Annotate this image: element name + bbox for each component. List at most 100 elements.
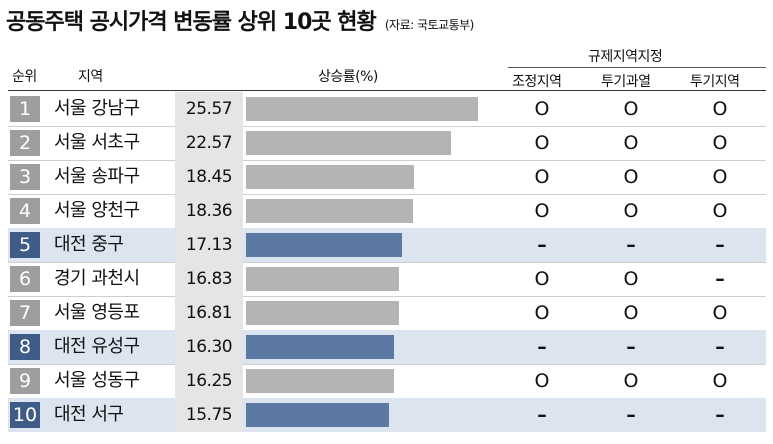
zone-mark: – [537,336,547,358]
table-row: 2 서울 서초구 22.57 O O O [8,126,766,161]
value-cell: 22.57 [175,126,243,160]
rank-badge: 6 [10,266,40,292]
bar [246,301,399,325]
zone-mark: – [626,404,636,426]
rank-badge: 2 [10,130,40,156]
bar-value-label: 18.36 [185,201,233,221]
zone-mark: O [623,302,639,324]
zone-mark: – [626,234,636,256]
value-cell: 16.81 [175,296,243,330]
table-row: 7 서울 영등포 16.81 O O O [8,296,766,331]
value-cell: 17.13 [175,228,243,262]
zone-mark: O [534,200,550,222]
rank-badge: 4 [10,198,40,224]
region-label: 경기 과천시 [54,268,140,289]
zone-mark: O [712,370,728,392]
zone-mark: O [623,166,639,188]
chart-title: 공동주택 공시가격 변동률 상위 10곳 현황 [6,10,377,35]
zone-mark: – [537,234,547,256]
table-row: 6 경기 과천시 16.83 O O – [8,262,766,297]
zone-mark: O [534,370,550,392]
bar [246,199,413,223]
bar-value-label: 16.30 [185,337,233,357]
value-cell: 25.57 [175,92,243,126]
table-row: 3 서울 송파구 18.45 O O O [8,160,766,195]
header-group: 규제지역지정 [588,49,663,65]
zone-mark: O [534,132,550,154]
header-region: 지역 [78,69,103,85]
zone-mark: O [534,166,550,188]
zone-mark: – [715,234,725,256]
rank-badge: 8 [10,334,40,360]
bar-value-label: 22.57 [185,133,233,153]
value-cell: 15.75 [175,398,243,432]
zone-mark: – [626,336,636,358]
bar [246,369,394,393]
rank-badge: 3 [10,164,40,190]
table-row: 4 서울 양천구 18.36 O O O [8,194,766,229]
zone-mark: O [712,98,728,120]
zone-mark: O [534,268,550,290]
bar-value-label: 16.25 [185,371,233,391]
rank-badge: 10 [10,402,40,428]
bar [246,233,402,257]
region-label: 대전 서구 [54,404,124,425]
bar [246,403,390,427]
zone-mark: O [712,200,728,222]
zone-mark: O [534,98,550,120]
bar-value-label: 17.13 [185,235,233,255]
bar-value-label: 16.81 [185,303,233,323]
value-cell: 16.25 [175,364,243,398]
table-row: 10 대전 서구 15.75 – – – [8,398,766,432]
bar-value-label: 25.57 [185,99,233,119]
region-label: 서울 영등포 [54,302,140,323]
zone-mark: O [712,302,728,324]
zone-mark: O [623,132,639,154]
region-label: 서울 양천구 [54,200,140,221]
zone-mark: O [712,166,728,188]
bar-value-label: 18.45 [185,167,233,187]
rank-badge: 9 [10,368,40,394]
zone-mark: O [712,132,728,154]
zone-mark: O [623,200,639,222]
rank-badge: 7 [10,300,40,326]
bar [246,267,399,291]
header-zone-speculation: 투기지역 [690,74,740,90]
value-cell: 16.30 [175,330,243,364]
zone-mark: – [715,268,725,290]
bar [246,335,395,359]
zone-mark: – [537,404,547,426]
rank-badge: 1 [10,96,40,122]
bar [246,165,414,189]
bar [246,131,452,155]
region-label: 대전 유성구 [54,336,140,357]
header-rank: 순위 [12,69,37,85]
table-row: 1 서울 강남구 25.57 O O O [8,92,766,127]
value-cell: 18.36 [175,194,243,228]
zone-mark: – [715,336,725,358]
region-label: 대전 중구 [54,234,124,255]
header-zone-overheated: 투기과열 [601,74,651,90]
region-label: 서울 서초구 [54,132,140,153]
zone-mark: O [623,98,639,120]
bar-value-label: 16.83 [185,269,233,289]
bar [246,97,479,121]
zone-mark: O [534,302,550,324]
header-rule [8,90,766,91]
source-note: (자료: 국토교통부) [384,18,475,32]
value-cell: 18.45 [175,160,243,194]
header-group-underline [508,67,766,68]
header-rate: 상승률(%) [318,69,378,85]
region-label: 서울 성동구 [54,370,140,391]
zone-mark: O [623,370,639,392]
bar-value-label: 15.75 [185,405,233,425]
header-zone-adjustment: 조정지역 [512,74,562,90]
table-row: 9 서울 성동구 16.25 O O O [8,364,766,399]
region-label: 서울 강남구 [54,98,140,119]
table-row: 5 대전 중구 17.13 – – – [8,228,766,263]
zone-mark: O [623,268,639,290]
table-row: 8 대전 유성구 16.30 – – – [8,330,766,365]
region-label: 서울 송파구 [54,166,140,187]
zone-mark: – [715,404,725,426]
chart-title-block: 공동주택 공시가격 변동률 상위 10곳 현황 (자료: 국토교통부) [6,6,474,40]
